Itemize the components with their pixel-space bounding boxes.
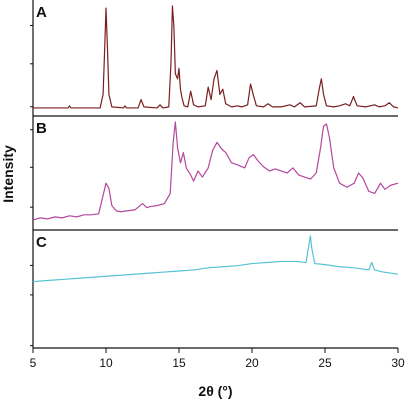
- x-tick-label: 25: [318, 356, 332, 370]
- x-axis-title: 2θ (°): [198, 383, 232, 399]
- series-line-C: [32, 235, 399, 283]
- panel-label-C: C: [36, 234, 47, 251]
- x-tick-label: 5: [30, 356, 37, 370]
- label-layer: 2θ (°) Intensity A B C: [0, 4, 233, 399]
- x-tick-label: 10: [99, 356, 113, 370]
- series-line-B: [32, 121, 399, 221]
- x-tick-label: 15: [172, 356, 186, 370]
- y-axis-title: Intensity: [0, 145, 16, 203]
- x-tick-label: 30: [391, 356, 405, 370]
- axis-layer: 5 10 15 20 25 30: [30, 25, 405, 370]
- panel-label-B: B: [36, 120, 47, 137]
- panel-label-A: A: [36, 4, 47, 21]
- series-line-A: [33, 5, 399, 109]
- x-tick-label: 20: [245, 356, 259, 370]
- frame-layer: [32, 0, 398, 349]
- series-layer: [32, 5, 399, 283]
